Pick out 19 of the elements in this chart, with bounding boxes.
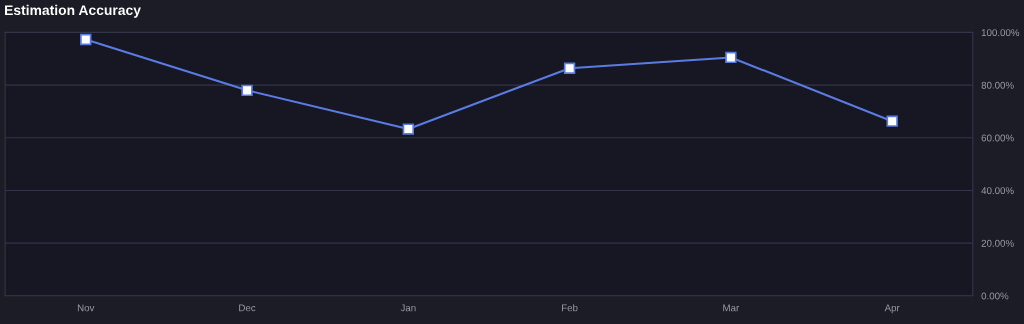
- y-tick-label: 20.00%: [981, 239, 1014, 247]
- point: [886, 115, 898, 127]
- point: [402, 123, 415, 135]
- y-tick-label: 60.00%: [981, 134, 1014, 142]
- x-tick-label: Nov: [77, 304, 95, 312]
- y-tick-label: 100.00%: [981, 29, 1020, 37]
- y-tick-label: 80.00%: [981, 81, 1014, 89]
- y-tick-label: 0.00%: [981, 292, 1009, 300]
- point: [80, 33, 92, 46]
- x-tick-label: Dec: [239, 304, 256, 312]
- x-tick-label: Feb: [562, 304, 578, 312]
- y-tick-label: 40.00%: [981, 187, 1014, 195]
- point: [725, 51, 737, 64]
- point: [563, 62, 576, 74]
- x-tick-label: Mar: [723, 304, 740, 312]
- x-tick-label: Apr: [884, 304, 900, 314]
- x-tick-label: Jan: [400, 304, 416, 312]
- point: [241, 84, 253, 97]
- chart-title: Estimation Accuracy: [5, 4, 141, 18]
